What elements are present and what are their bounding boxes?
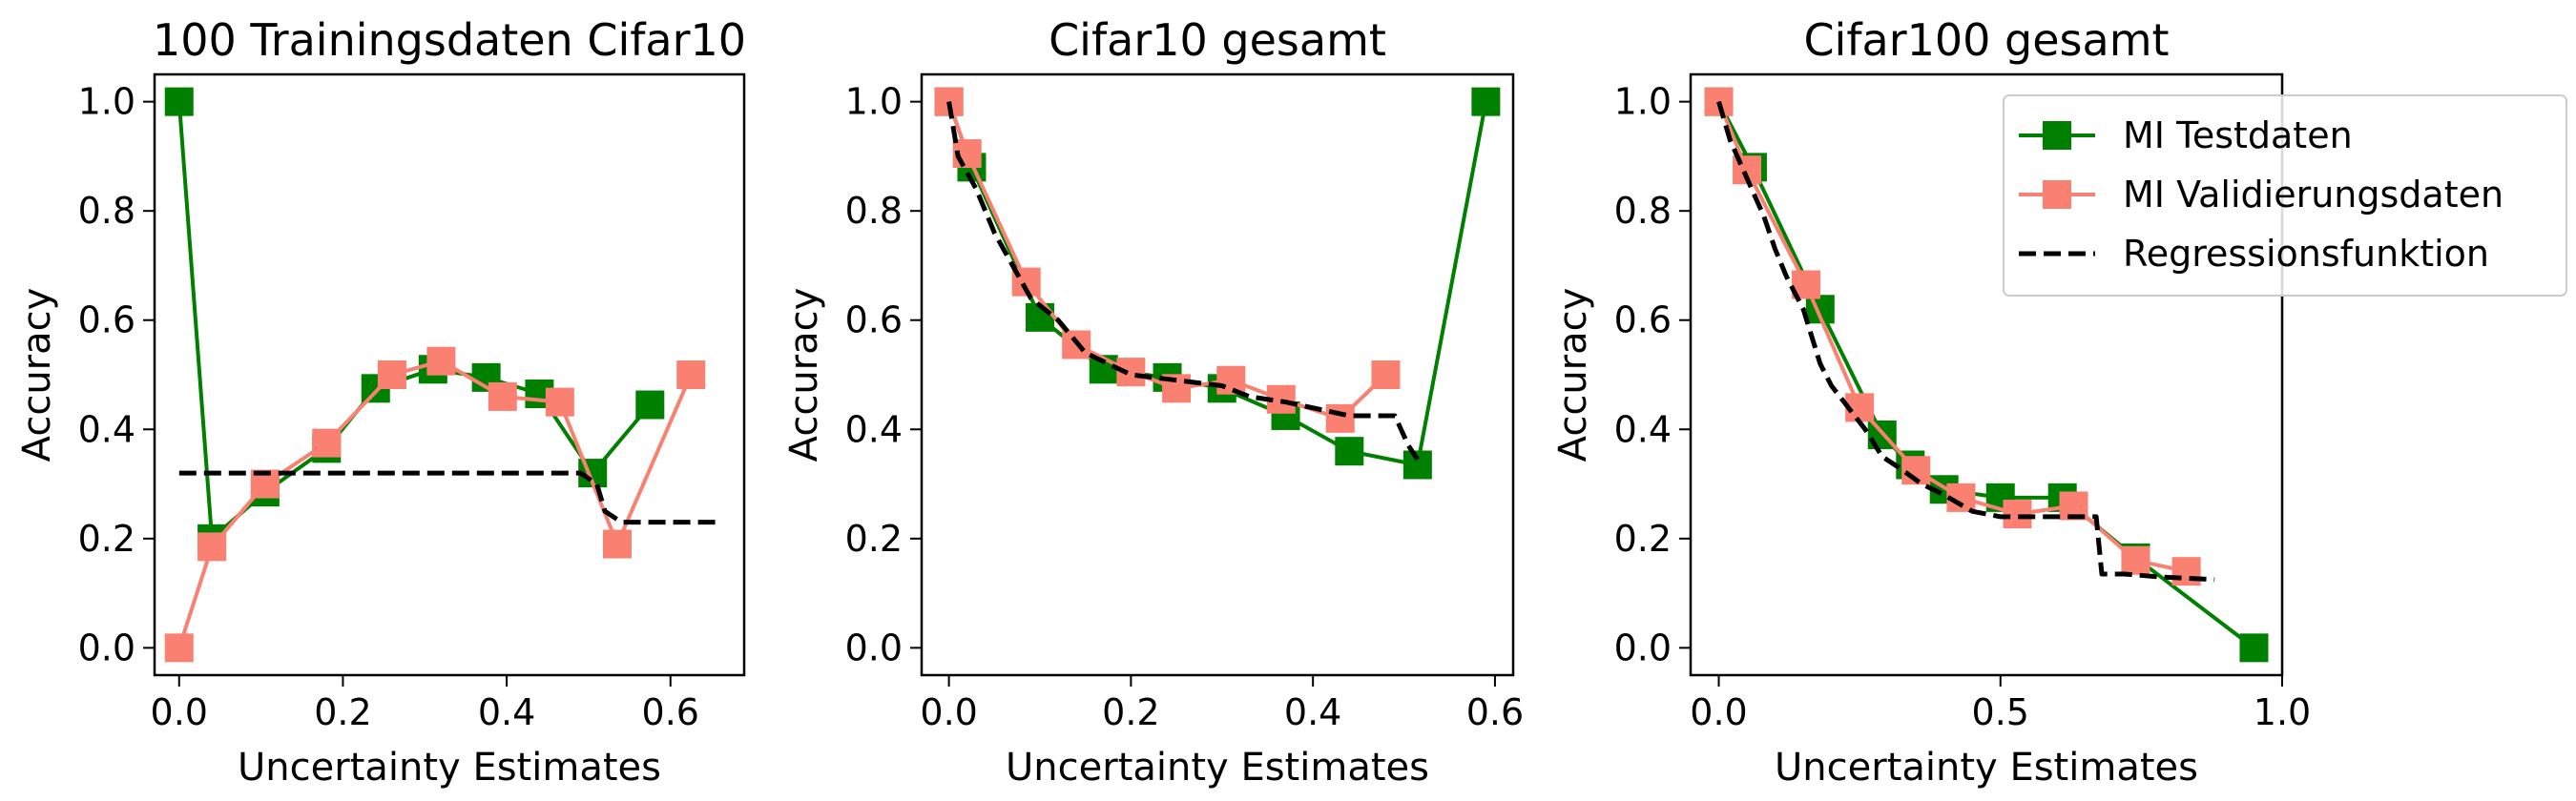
data-point-marker	[635, 390, 665, 420]
y-tick-label: 0.6	[845, 299, 903, 341]
legend-label: Regressionsfunktion	[2123, 233, 2489, 275]
y-tick-label: 0.0	[78, 626, 135, 668]
y-tick-label: 1.0	[78, 81, 135, 123]
x-axis-label: Uncertainty Estimates	[1006, 746, 1429, 790]
legend-swatch-marker	[2043, 121, 2071, 150]
y-tick-label: 0.8	[78, 190, 135, 232]
data-point-marker	[377, 360, 406, 389]
chart-title: Cifar10 gesamt	[1049, 14, 1386, 66]
legend-label: MI Validierungsdaten	[2123, 174, 2503, 216]
panel-100-trainingsdaten: 100 Trainingsdaten Cifar10 0.0 0.2 0.4 0.6 0.…	[15, 14, 746, 790]
x-tick-label: 0.0	[1690, 691, 1747, 733]
y-tick-label: 0.0	[1614, 626, 1672, 668]
data-point-marker	[2239, 633, 2269, 663]
legend: MI Testdaten MI Validierungsdaten Regressi…	[2003, 94, 2567, 297]
y-tick-label: 1.0	[845, 81, 903, 123]
data-point-marker	[197, 532, 227, 562]
regression-line	[1716, 100, 2215, 583]
data-point-marker	[1335, 437, 1364, 466]
x-tick-label: 0.4	[478, 691, 535, 733]
y-tick-label: 0.4	[78, 408, 135, 450]
chart-title: Cifar100 gesamt	[1803, 14, 2169, 66]
y-tick-label: 0.2	[845, 518, 903, 560]
data-point-marker	[1371, 360, 1401, 389]
data-point-marker	[2121, 545, 2150, 575]
x-tick-label: 0.4	[1284, 691, 1341, 733]
y-axis-label: Accuracy	[1551, 288, 1595, 462]
x-tick-label: 0.0	[151, 691, 208, 733]
x-tick-label: 0.0	[920, 691, 977, 733]
data-point-marker	[164, 633, 194, 663]
x-tick-label: 1.0	[2254, 691, 2311, 733]
data-point-marker	[164, 87, 194, 116]
data-point-marker	[545, 387, 574, 417]
data-point-marker	[488, 381, 517, 411]
series-line-validierungsdaten	[177, 359, 694, 649]
data-point-marker	[676, 360, 706, 389]
regression-line	[178, 470, 720, 525]
axes-frame	[1689, 72, 2284, 677]
y-tick-label: 0.8	[845, 190, 903, 232]
y-tick-label: 1.0	[1614, 81, 1672, 123]
x-tick-label: 0.6	[642, 691, 699, 733]
regression-line	[946, 101, 1420, 462]
data-point-marker	[312, 428, 342, 458]
data-point-marker	[1402, 450, 1432, 480]
data-point-marker	[2003, 500, 2032, 529]
y-tick-label: 0.0	[845, 626, 903, 668]
x-axis-label: Uncertainty Estimates	[238, 746, 661, 790]
y-tick-label: 0.8	[1614, 190, 1672, 232]
y-tick-label: 0.6	[78, 299, 135, 341]
series-line-validierungsdaten	[1716, 100, 2188, 574]
data-point-marker	[2171, 557, 2201, 586]
x-tick-label: 0.2	[1102, 691, 1159, 733]
chart-title: 100 Trainingsdaten Cifar10	[153, 14, 746, 66]
y-tick-label: 0.6	[1614, 299, 1672, 341]
data-point-marker	[602, 529, 632, 559]
x-tick-label: 0.2	[314, 691, 371, 733]
data-point-marker	[1471, 87, 1501, 116]
legend-label: MI Testdaten	[2123, 114, 2353, 156]
panel-cifar10-gesamt: Cifar10 gesamt 0.0 0.2 0.4 0.6 0.0 0.2 0.4 0.6 0.…	[782, 14, 1524, 790]
legend-box	[2003, 94, 2567, 297]
y-axis-label: Accuracy	[782, 288, 826, 462]
y-axis-label: Accuracy	[15, 288, 59, 462]
panel-cifar100-gesamt: Cifar100 gesamt 0.0 0.5 1.0 0.0 0.2 0.4 0.6 0.8 1…	[1551, 14, 2311, 790]
y-tick-label: 0.2	[1614, 518, 1672, 560]
y-tick-label: 0.4	[1614, 408, 1672, 450]
data-point-marker	[426, 346, 456, 376]
legend-swatch-marker	[2043, 180, 2071, 209]
y-tick-label: 0.2	[78, 518, 135, 560]
data-point-marker	[1325, 403, 1355, 433]
x-tick-label: 0.6	[1466, 691, 1524, 733]
x-axis-label: Uncertainty Estimates	[1775, 746, 2198, 790]
axes-frame	[153, 72, 746, 677]
y-tick-label: 0.4	[845, 408, 903, 450]
x-tick-label: 0.5	[1972, 691, 2029, 733]
data-point-marker	[1216, 365, 1246, 395]
axes-frame	[920, 72, 1515, 677]
